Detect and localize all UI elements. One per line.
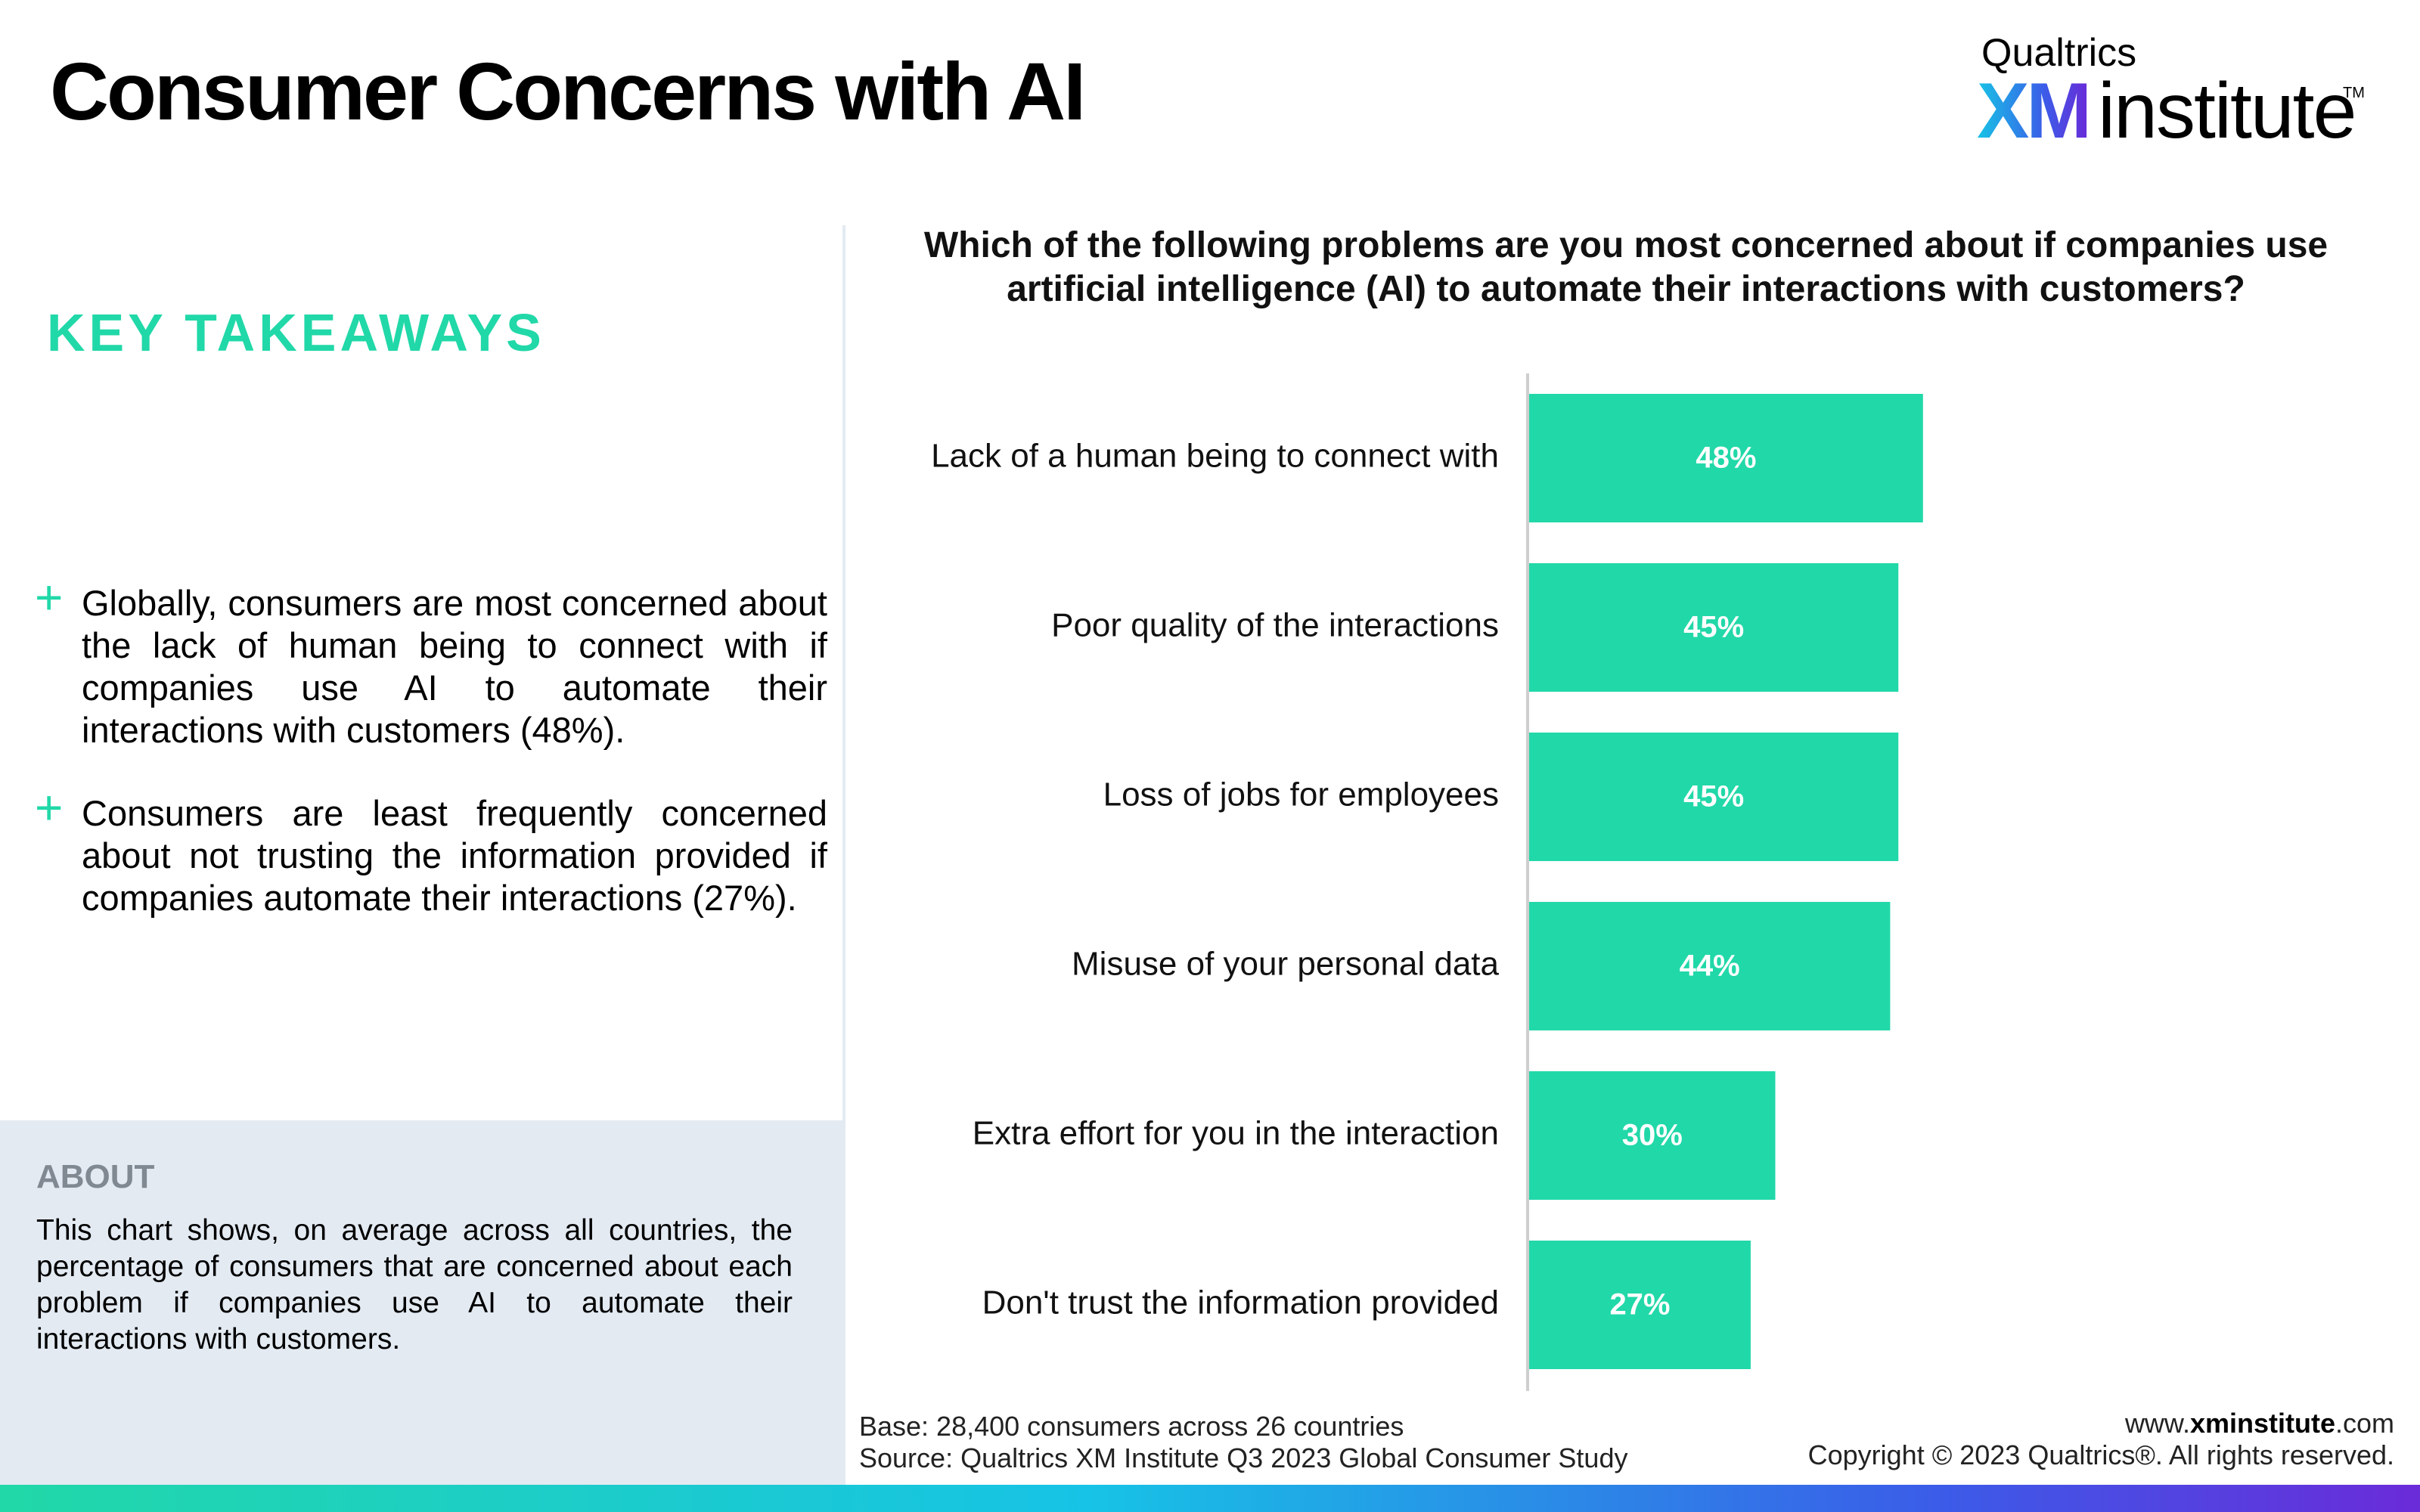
logo-qualtrics-text: Qualtrics (1981, 31, 2137, 75)
plus-icon: + (35, 570, 64, 624)
about-heading: ABOUT (36, 1158, 155, 1195)
category-label: Loss of jobs for employees (1103, 776, 1499, 813)
bar (1529, 563, 1899, 692)
bar (1529, 733, 1899, 861)
takeaway-text-1: Globally, consumers are most concerned a… (82, 583, 827, 750)
data-label: 30% (1622, 1119, 1683, 1152)
website-bold: xminstitute (2189, 1408, 2335, 1439)
vertical-divider (842, 225, 845, 1485)
logo-trademark: TM (2343, 85, 2365, 101)
category-label: Poor quality of the interactions (1051, 607, 1499, 644)
copyright-text: Copyright © 2023 Qualtrics®. All rights … (1807, 1439, 2394, 1470)
base-note: Base: 28,400 consumers across 26 countri… (859, 1411, 1404, 1442)
bar (1529, 1071, 1776, 1200)
chart-footnote: Base: 28,400 consumers across 26 countri… (859, 1411, 1627, 1474)
key-takeaways-heading: KEY TAKEAWAYS (47, 303, 545, 362)
category-label: Extra effort for you in the interaction (973, 1115, 1499, 1152)
logo-institute-text: institute (2098, 67, 2356, 155)
copyright-block: www.xminstitute.com Copyright © 2023 Qua… (1808, 1408, 2394, 1471)
bar (1529, 1241, 1751, 1369)
chart-title: Which of the following problems are you … (923, 225, 2328, 309)
plus-icon: + (35, 780, 64, 835)
bar (1529, 394, 1923, 522)
key-takeaways-panel: KEY TAKEAWAYS + Globally, consumers are … (0, 0, 842, 1512)
data-label: 48% (1696, 442, 1756, 475)
about-text: This chart shows, on average across all … (36, 1214, 793, 1356)
website-suffix: .com (2335, 1408, 2394, 1439)
about-box: ABOUT This chart shows, on average acros… (0, 1120, 842, 1485)
logo-xm-text: XM (1977, 67, 2092, 155)
takeaway-text-2: Consumers are least frequently concerned… (82, 793, 827, 918)
xm-institute-logo: Qualtrics XM institute TM (1968, 30, 2365, 155)
bar-chart: Lack of a human being to connect with 48%… (931, 373, 1923, 1391)
page-title: Consumer Concerns with AI (50, 45, 1086, 137)
data-label: 44% (1680, 950, 1740, 983)
website-prefix: www. (2124, 1408, 2190, 1439)
bar (1529, 902, 1891, 1030)
data-label: 45% (1683, 611, 1744, 644)
gradient-footer-bar (0, 1485, 2420, 1512)
source-note: Source: Qualtrics XM Institute Q3 2023 G… (859, 1442, 1628, 1473)
data-label: 27% (1609, 1288, 1670, 1321)
category-label: Lack of a human being to connect with (931, 438, 1499, 475)
data-label: 45% (1683, 780, 1744, 813)
website-link[interactable]: www.xminstitute.com (1808, 1408, 2394, 1439)
category-label: Don't trust the information provided (982, 1284, 1499, 1321)
category-label: Misuse of your personal data (1072, 946, 1500, 983)
